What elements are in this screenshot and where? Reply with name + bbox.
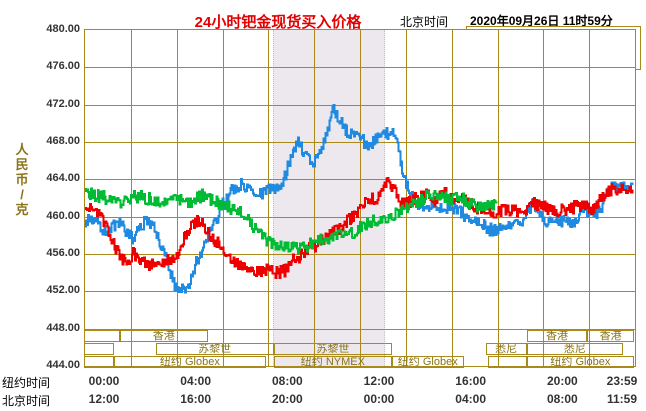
session-block [84,330,120,342]
x-axis-tick-label: 00:00 [88,374,120,388]
x-axis-tick-label: 20:00 [546,374,578,388]
y-axis-tick-label: 464.00 [46,172,80,185]
session-block: 纽约 Globex [392,356,464,368]
session-block: 纽约 NYMEX [273,356,392,368]
series-layer [85,103,634,294]
gridline-vertical [314,30,315,366]
y-axis-title-char: 人 [15,142,29,157]
x-axis-tick-label: 08:00 [546,392,578,406]
y-axis-title: 人民币 / 克 [14,142,30,217]
y-axis-tick-label: 448.00 [46,321,80,334]
session-block [84,356,115,368]
session-block: 香港 [119,330,208,342]
y-axis-tick-label: 480.00 [46,23,80,35]
chart-canvas [85,30,635,366]
gridline-vertical [543,30,544,366]
data-series-line [85,187,498,255]
session-block: 香港 [526,330,588,342]
x-axis-tick-label: 12:00 [88,392,120,406]
x-axis-tick-label: 23:59 [606,374,638,388]
data-series-line [85,176,634,280]
x-axis-row-label: 纽约时间 [2,376,51,390]
y-axis-tick-label: 460.00 [46,209,80,222]
gridline-vertical [268,30,269,366]
gridline-vertical [589,30,590,366]
session-block: 苏黎世 [273,343,392,355]
current-datetime: 2020年09月26日 11时59分 [470,14,613,28]
session-row: 香港 香港 香港 [84,330,636,343]
x-axis: 纽约时间 00:00 04:00 08:00 12:00 16:00 20:00 23:59 北… [0,373,646,411]
x-axis-row-label: 北京时间 [2,394,51,408]
y-axis-tick-label: 476.00 [46,60,80,73]
session-row: 苏黎世 苏黎世 悉尼 悉尼 [84,343,636,356]
x-axis-tick-label: 20:00 [271,392,303,406]
y-axis-title-char: 克 [15,202,29,217]
page-title: 24小时钯金现货买入价格 [194,14,362,31]
y-axis-tick-label: 472.00 [46,97,80,110]
chart-plot-area [84,29,636,367]
session-block [488,356,527,368]
y-axis-tick-label: 456.00 [46,247,80,259]
y-axis-title-char: / [20,187,24,202]
session-block: 纽约 Globex [114,356,266,368]
session-block: 悉尼 [485,343,527,355]
x-axis-tick-label: 08:00 [271,374,303,388]
session-block: 悉尼 [526,343,623,355]
market-session-bars: 香港 香港 香港 苏黎世 苏黎世 悉尼 悉尼 纽约 Globex 纽约 NYMEX 纽约 Glob… [84,330,636,370]
session-block: 香港 [587,330,634,342]
y-axis-tick-label: 468.00 [46,135,80,147]
gridline-vertical [360,30,361,366]
session-block [84,343,115,355]
session-block: 苏黎世 [155,343,274,355]
session-block: 纽约 Globex [526,356,634,368]
x-axis-tick-label: 04:00 [455,392,487,406]
y-axis-tick-label: 444.00 [46,359,80,371]
x-axis-tick-label: 12:00 [363,374,395,388]
timezone-label: 北京时间 [400,15,449,29]
y-axis-ticks: 480.00 476.00 472.00 468.00 464.00 460.00 456.… [24,0,80,411]
gridline-vertical [498,30,499,366]
session-row: 纽约 Globex 纽约 NYMEX 纽约 Globex 纽约 Globex [84,356,636,369]
x-axis-tick-label: 16:00 [455,374,487,388]
data-series-line [85,103,634,294]
x-axis-tick-label: 04:00 [180,374,212,388]
x-axis-tick-label: 16:00 [180,392,212,406]
x-axis-tick-label: 11:59 [606,392,638,406]
y-axis-tick-label: 452.00 [46,284,80,297]
x-axis-tick-label: 00:00 [363,392,395,406]
y-axis-title-char: 民 [15,157,29,172]
y-axis-title-char: 币 [15,172,29,187]
